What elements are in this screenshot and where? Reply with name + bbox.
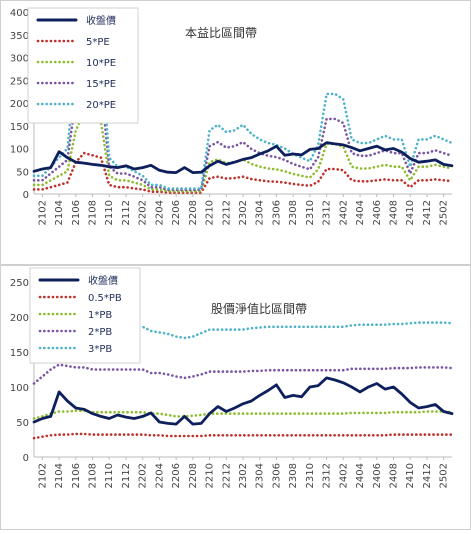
legend-label: 0.5*PB (88, 293, 122, 304)
pb-band-chart: 0 50 100 150 200 250 2102 2104 2106 2108 2110 2112 2… (0, 265, 471, 530)
x-tick-label: 2410 (405, 200, 416, 225)
x-tick-label: 2406 (372, 463, 383, 488)
y-tick-label: 150 (10, 348, 29, 359)
pb-band-chart-panel: 0 50 100 150 200 250 2102 2104 2106 2108 2110 2112 2… (0, 265, 471, 530)
x-tick-label: 2310 (305, 463, 316, 488)
x-tick-label: 2402 (338, 463, 349, 488)
x-tick-label: 2206 (171, 200, 182, 225)
y-tick-label: 50 (16, 167, 29, 178)
y-tick-label: 0 (23, 453, 29, 464)
x-tick-label: 2102 (37, 200, 48, 225)
legend-label: 收盤價 (86, 14, 116, 27)
y-tick-label: 100 (10, 145, 29, 156)
x-tick-label: 2208 (188, 200, 199, 225)
legend-label: 2*PB (88, 327, 112, 338)
x-tick-label: 2104 (54, 200, 65, 225)
x-tick-label: 2412 (422, 200, 433, 225)
x-tick-label: 2408 (388, 463, 399, 488)
x-tick-label: 2106 (71, 463, 82, 488)
series-line-3 (32, 363, 454, 385)
pe-band-chart: 0 50 100 150 200 250 300 350 400 2102 2104 2106 2108… (0, 0, 471, 265)
x-tick-label: 2304 (255, 463, 266, 488)
y-tick-label: 0 (23, 190, 29, 201)
pe-band-chart-panel: 0 50 100 150 200 250 300 350 400 2102 2104 2106 2108… (0, 0, 471, 265)
x-tick-label: 2408 (388, 200, 399, 225)
x-tick-label: 2402 (338, 200, 349, 225)
legend-box (29, 267, 141, 364)
x-tick-label: 2210 (205, 200, 216, 225)
y-tick-label: 100 (10, 383, 29, 394)
x-tick-label: 2308 (288, 200, 299, 225)
y-tick-label: 150 (10, 122, 29, 133)
x-tick-label: 2212 (221, 200, 232, 225)
series-line-1 (32, 432, 454, 440)
x-tick-label: 2202 (138, 463, 149, 488)
x-tick-label: 2110 (104, 463, 115, 488)
x-tick-label: 2206 (171, 463, 182, 488)
x-tick-label: 2210 (205, 463, 216, 488)
x-tick-label: 2102 (37, 463, 48, 488)
series-line-0 (32, 376, 454, 426)
series-line-4 (32, 28, 454, 190)
x-tick-label: 2312 (322, 200, 333, 225)
legend: 收盤價 5*PE 10*PE 15*PE 20*PE (27, 7, 139, 124)
legend-label: 10*PE (86, 58, 116, 69)
x-tick-label: 2302 (238, 200, 249, 225)
x-tick-label: 2208 (188, 463, 199, 488)
x-tick-label: 2410 (405, 463, 416, 488)
x-tick-label: 2306 (271, 463, 282, 488)
y-tick-label: 300 (10, 54, 29, 65)
x-tick-label: 2204 (154, 200, 165, 225)
x-tick-label: 2204 (154, 463, 165, 488)
x-tick-label: 2304 (255, 200, 266, 225)
y-tick-label: 400 (10, 8, 29, 19)
x-tick-label: 2306 (271, 200, 282, 225)
y-tick-label: 200 (10, 313, 29, 324)
series-line-0 (32, 141, 454, 175)
series-line-2 (32, 110, 454, 193)
x-tick-label: 2108 (88, 200, 99, 225)
legend-label: 20*PE (86, 100, 116, 111)
x-tick-label: 2108 (88, 463, 99, 488)
y-tick-label: 350 (10, 31, 29, 42)
y-tick-label: 50 (16, 418, 29, 429)
x-tick-label: 2202 (138, 200, 149, 225)
legend: 收盤價 0.5*PB 1*PB 2*PB 3*PB (29, 267, 141, 364)
y-tick-label: 250 (10, 76, 29, 87)
x-tick-label: 2104 (54, 463, 65, 488)
legend-label: 5*PE (86, 37, 110, 48)
x-tick-label: 2502 (439, 200, 450, 225)
y-tick-label: 250 (10, 278, 29, 289)
x-tick-label: 2412 (422, 463, 433, 488)
legend-box (27, 7, 139, 124)
series-line-2 (32, 409, 454, 420)
x-tick-label: 2312 (322, 463, 333, 488)
x-tick-label: 2404 (355, 463, 366, 488)
x-tick-label: 2404 (355, 200, 366, 225)
x-tick-label: 2310 (305, 200, 316, 225)
y-tick-label: 200 (10, 99, 29, 110)
x-tick-label: 2212 (221, 463, 232, 488)
x-tick-label: 2308 (288, 463, 299, 488)
x-tick-label: 2106 (71, 200, 82, 225)
x-tick-label: 2302 (238, 463, 249, 488)
x-tick-label: 2110 (104, 200, 115, 225)
chart-title: 本益比區間帶 (185, 26, 257, 40)
x-tick-label: 2112 (121, 463, 132, 488)
legend-label: 3*PB (88, 344, 112, 355)
legend-label: 1*PB (88, 310, 112, 321)
x-tick-label: 2406 (372, 200, 383, 225)
chart-title: 股價淨值比區間帶 (211, 301, 307, 316)
x-tick-label: 2502 (439, 463, 450, 488)
legend-label: 15*PE (86, 79, 116, 90)
x-tick-label: 2112 (121, 200, 132, 225)
series-line-4 (32, 319, 454, 347)
legend-label: 收盤價 (88, 274, 118, 287)
